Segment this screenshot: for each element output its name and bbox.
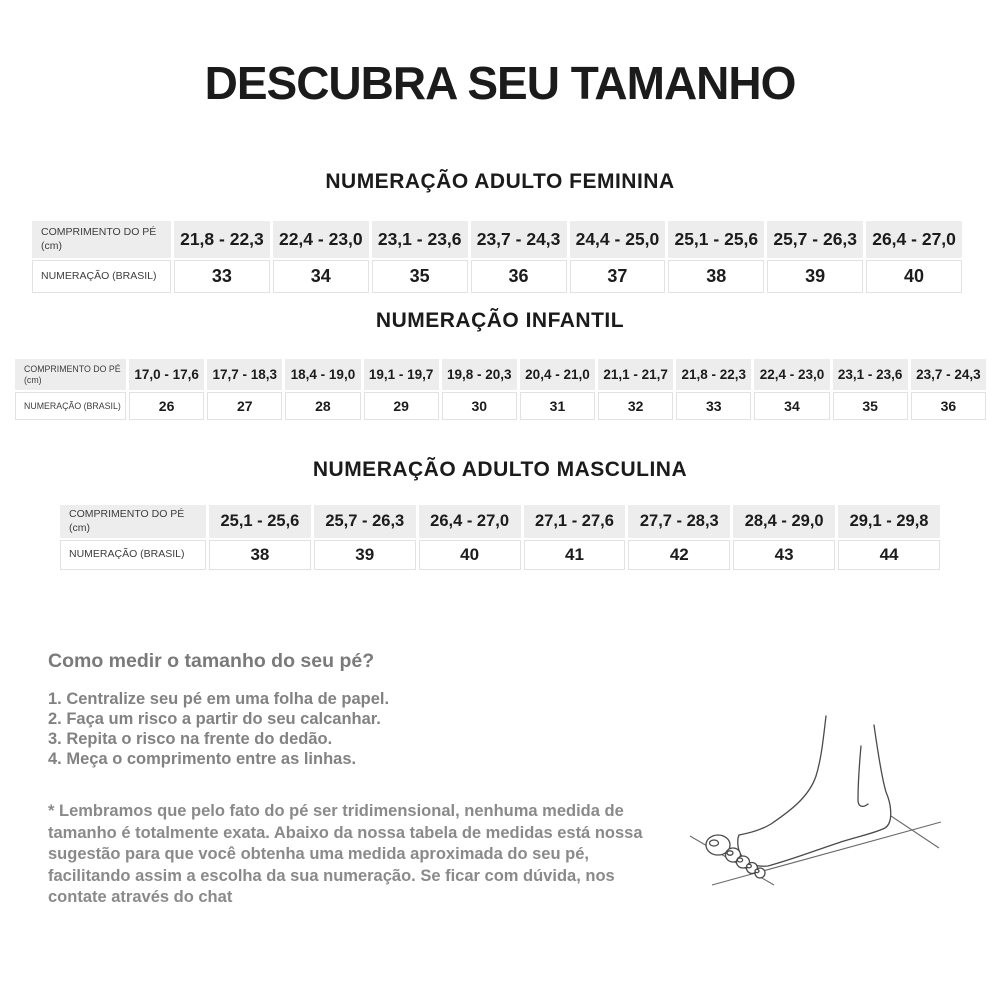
foot-length-range-0: 21,8 - 22,3 [174,221,270,258]
foot-length-range-6: 29,1 - 29,8 [838,505,940,538]
shoe-size-3: 29 [363,392,439,420]
shoe-size-2: 35 [371,260,468,293]
foot-length-range-1: 25,7 - 26,3 [313,505,416,538]
foot-length-row: COMPRIMENTO DO PÉ (cm) 21,8 - 22,3 22,4 - … [32,221,962,258]
foot-length-range-3: 23,7 - 24,3 [470,221,567,258]
shoe-size-row: NUMERAÇÃO (BRASIL) 26 27 28 29 30 31 32 33 34 35 36 [15,392,986,420]
shoe-size-10: 36 [910,392,986,420]
size-table-feminina: COMPRIMENTO DO PÉ (cm) 21,8 - 22,3 22,4 - … [29,219,965,295]
foot-outline [705,715,892,879]
foot-length-row: COMPRIMENTO DO PÉ (cm) 25,1 - 25,6 25,7 - … [60,505,940,538]
row-label-shoe-size: NUMERAÇÃO (BRASIL) [15,392,126,420]
shoe-size-7: 33 [676,392,752,420]
page-title: DESCUBRA SEU TAMANHO [204,57,797,109]
size-table-infantil: COMPRIMENTO DO PÉ (cm) 17,0 - 17,6 17,7 - … [12,357,989,422]
foot-length-range-6: 25,7 - 26,3 [767,221,864,258]
how-to-measure-block: Como medir o tamanho do seu pé? 1. Centr… [48,650,658,769]
foot-length-range-2: 26,4 - 27,0 [418,505,521,538]
foot-length-range-1: 17,7 - 18,3 [207,359,283,390]
foot-length-range-5: 20,4 - 21,0 [519,359,596,390]
foot-length-range-6: 21,1 - 21,7 [598,359,674,390]
shoe-size-1: 39 [313,540,416,570]
shoe-size-9: 35 [832,392,908,420]
foot-length-range-5: 25,1 - 25,6 [668,221,765,258]
shoe-size-3: 41 [523,540,626,570]
shoe-size-4: 37 [569,260,666,293]
measure-step-2: 2. Faça um risco a partir do seu calcanh… [48,710,381,728]
row-label-foot-length: COMPRIMENTO DO PÉ (cm) [60,505,206,538]
foot-length-range-2: 23,1 - 23,6 [371,221,468,258]
measure-step-3: 3. Repita o risco na frente do dedão. [48,730,333,748]
shoe-size-6: 32 [598,392,674,420]
shoe-size-0: 33 [174,260,270,293]
foot-length-range-10: 23,7 - 24,3 [910,359,986,390]
shoe-size-6: 39 [767,260,864,293]
size-table-masculina: COMPRIMENTO DO PÉ (cm) 25,1 - 25,6 25,7 - … [57,503,943,572]
shoe-size-0: 26 [129,392,205,420]
foot-length-range-7: 21,8 - 22,3 [676,359,752,390]
row-label-shoe-size: NUMERAÇÃO (BRASIL) [60,540,206,570]
foot-length-range-8: 22,4 - 23,0 [754,359,830,390]
section-title-infantil: NUMERAÇÃO INFANTIL [375,309,625,332]
shoe-size-3: 36 [470,260,567,293]
shoe-size-2: 28 [285,392,361,420]
shoe-size-1: 34 [272,260,369,293]
shoe-size-5: 43 [733,540,836,570]
foot-length-range-4: 19,8 - 20,3 [441,359,517,390]
foot-length-range-7: 26,4 - 27,0 [866,221,962,258]
foot-length-range-2: 18,4 - 19,0 [285,359,361,390]
foot-length-range-1: 22,4 - 23,0 [272,221,369,258]
shoe-size-8: 34 [754,392,830,420]
shoe-size-2: 40 [418,540,521,570]
how-to-measure-title: Como medir o tamanho do seu pé? [48,650,375,672]
measure-step-4: 4. Meça o comprimento entre as linhas. [48,750,357,768]
shoe-size-row: NUMERAÇÃO (BRASIL) 38 39 40 41 42 43 44 [60,540,940,570]
foot-length-row: COMPRIMENTO DO PÉ (cm) 17,0 - 17,6 17,7 - … [15,359,986,390]
measure-step-1: 1. Centralize seu pé em uma folha de pap… [48,690,390,708]
shoe-size-6: 44 [838,540,940,570]
shoe-size-row: NUMERAÇÃO (BRASIL) 33 34 35 36 37 38 39 40 [32,260,962,293]
shoe-size-0: 38 [209,540,311,570]
shoe-size-4: 42 [628,540,731,570]
shoe-size-1: 27 [207,392,283,420]
foot-length-range-3: 19,1 - 19,7 [363,359,439,390]
foot-length-range-4: 24,4 - 25,0 [569,221,666,258]
row-label-foot-length: COMPRIMENTO DO PÉ (cm) [32,221,171,258]
foot-length-range-3: 27,1 - 27,6 [523,505,626,538]
foot-illustration [689,715,942,886]
foot-length-range-0: 17,0 - 17,6 [129,359,205,390]
foot-length-range-9: 23,1 - 23,6 [832,359,908,390]
shoe-size-5: 31 [519,392,596,420]
section-title-feminina: NUMERAÇÃO ADULTO FEMININA [325,170,675,193]
section-title-masculina: NUMERAÇÃO ADULTO MASCULINA [312,458,688,481]
row-label-foot-length: COMPRIMENTO DO PÉ (cm) [15,359,126,390]
foot-length-range-0: 25,1 - 25,6 [209,505,311,538]
row-label-shoe-size: NUMERAÇÃO (BRASIL) [32,260,171,293]
shoe-size-5: 38 [668,260,765,293]
shoe-size-4: 30 [441,392,517,420]
foot-length-range-4: 27,7 - 28,3 [628,505,731,538]
foot-length-range-5: 28,4 - 29,0 [733,505,836,538]
measurement-disclaimer-note: * Lembramos que pelo fato do pé ser trid… [48,802,643,906]
shoe-size-7: 40 [866,260,962,293]
